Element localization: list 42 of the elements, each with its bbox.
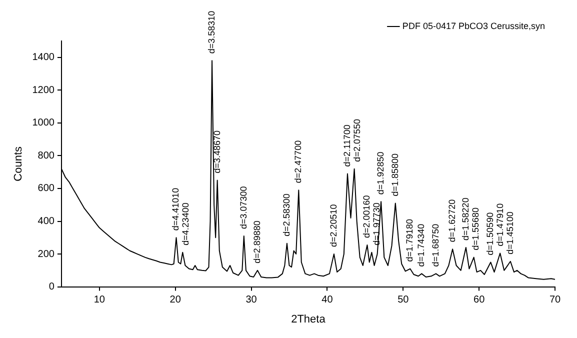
x-tick-label: 10 xyxy=(94,294,106,306)
annotation: d=2.00160 xyxy=(362,195,372,238)
annotation: d=2.11700 xyxy=(342,124,352,167)
annotation: d=2.07550 xyxy=(352,119,362,162)
x-tick-label: 30 xyxy=(246,294,258,306)
annotation: d=2.20510 xyxy=(328,204,338,248)
annotation: d=1.50590 xyxy=(485,212,496,256)
annotation: d=1.74340 xyxy=(416,224,426,267)
y-tick-label: 800 xyxy=(38,150,55,162)
annotation: d=1.68750 xyxy=(430,224,440,267)
x-tick-label: 40 xyxy=(322,294,334,306)
y-tick-label: 600 xyxy=(38,183,55,194)
y-tick-label: 0 xyxy=(48,282,55,293)
y-tick-label: 200 xyxy=(38,248,55,260)
annotation: d=2.89880 xyxy=(252,220,262,264)
legend-label: PDF 05-0417 PbCO3 Cerussite,syn xyxy=(402,20,546,31)
annotation: d=1.58220 xyxy=(460,198,470,240)
annotation: d=1.47910 xyxy=(495,203,506,246)
y-tick-label: 1000 xyxy=(32,118,55,129)
annotation: d=2.47700 xyxy=(293,140,304,184)
x-tick-label: 60 xyxy=(474,294,486,306)
annotation: d=1.97730 xyxy=(372,202,382,246)
annotation: d=1.45100 xyxy=(505,212,516,254)
y-tick-label: 400 xyxy=(38,216,55,228)
y-axis-title: Counts xyxy=(12,146,25,182)
annotation: d=1.92850 xyxy=(376,152,386,195)
x-axis-title: 2Theta xyxy=(291,313,326,326)
annotation: d=1.79180 xyxy=(404,218,415,262)
y-tick-label: 1400 xyxy=(32,52,55,64)
annotation: d=1.62720 xyxy=(447,199,458,242)
y-tick-label: 1200 xyxy=(32,84,55,96)
annotation: d=3.07300 xyxy=(238,186,248,229)
annotation: d=1.55680 xyxy=(470,208,480,250)
annotation: d=4.23400 xyxy=(180,202,191,246)
x-tick-label: 70 xyxy=(549,294,561,306)
annotation: d=3.58310 xyxy=(206,10,216,54)
annotation: d=2.58300 xyxy=(281,194,292,236)
annotation: d=1.85800 xyxy=(390,153,400,196)
x-tick-label: 20 xyxy=(170,294,182,306)
x-tick-label: 50 xyxy=(398,294,410,306)
annotation: d=3.48670 xyxy=(212,130,222,174)
annotation: d=4.41010 xyxy=(170,188,181,231)
